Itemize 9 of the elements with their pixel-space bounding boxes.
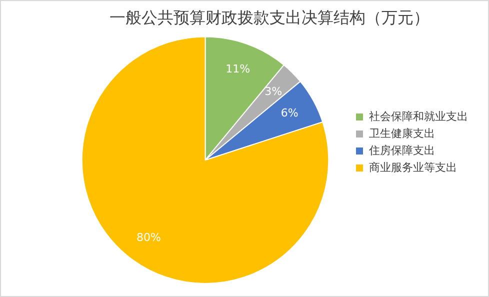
data-label: 80% — [136, 230, 161, 244]
legend-label: 住房保障支出 — [369, 144, 435, 157]
legend-label: 社会保障和就业支出 — [369, 110, 468, 123]
data-label: 11% — [226, 62, 250, 76]
legend-label: 卫生健康支出 — [369, 126, 435, 140]
data-label: 6% — [280, 106, 298, 120]
legend-label: 商业服务业等支出 — [369, 160, 457, 174]
chart-title: 一般公共预算财政拨款支出决算结构（万元） — [110, 8, 430, 27]
data-label: 3% — [264, 84, 282, 98]
